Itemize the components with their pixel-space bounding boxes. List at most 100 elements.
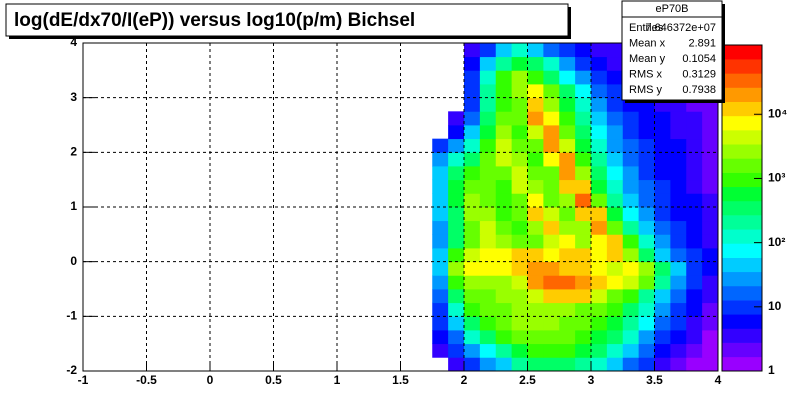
cell — [479, 289, 497, 304]
cell — [575, 207, 592, 222]
z-tick-label: 10² — [768, 235, 785, 249]
cell — [591, 343, 608, 358]
cell — [622, 111, 640, 126]
cell — [448, 179, 465, 194]
cell — [448, 234, 465, 249]
y-tick-label: 1 — [70, 199, 77, 213]
cell — [543, 234, 560, 249]
cell — [479, 357, 497, 372]
color-bar-step — [722, 158, 762, 173]
cell — [432, 207, 449, 222]
cell — [702, 316, 719, 331]
cell — [606, 302, 624, 317]
cell — [591, 166, 608, 181]
stats-value: 0.7938 — [682, 84, 716, 96]
heatmap-cells — [432, 43, 719, 372]
cell — [511, 343, 528, 358]
cell — [527, 56, 544, 71]
cell — [654, 330, 671, 345]
cell — [622, 330, 640, 345]
cell — [575, 248, 592, 263]
x-tick-label: 2.5 — [519, 373, 536, 387]
cell — [591, 289, 608, 304]
cell — [575, 220, 592, 235]
cell — [638, 220, 655, 235]
cell — [495, 138, 513, 153]
cell — [591, 138, 608, 153]
cell — [527, 302, 544, 317]
cell — [654, 261, 671, 276]
cell — [702, 152, 719, 167]
color-bar-step — [722, 87, 762, 102]
cell — [495, 97, 513, 112]
cell — [479, 166, 497, 181]
cell — [464, 207, 481, 222]
cell — [448, 357, 465, 372]
color-bar-step — [722, 45, 762, 60]
color-bar-step — [722, 59, 762, 74]
title-box — [5, 3, 569, 37]
cell — [495, 275, 513, 290]
y-tick-label: 4 — [70, 35, 77, 49]
cell — [638, 289, 655, 304]
cell — [495, 84, 513, 99]
cell — [606, 248, 624, 263]
cell — [432, 220, 449, 235]
cell — [654, 302, 671, 317]
cell — [511, 207, 528, 222]
cell — [527, 111, 544, 126]
cell — [591, 261, 608, 276]
cell — [448, 275, 465, 290]
cell — [432, 302, 449, 317]
cell — [575, 302, 592, 317]
cell — [702, 261, 719, 276]
cell — [479, 152, 497, 167]
cell — [686, 261, 703, 276]
cell — [686, 193, 703, 208]
color-bar-step — [722, 328, 762, 343]
cell — [527, 43, 544, 58]
cell — [575, 289, 592, 304]
cell — [686, 316, 703, 331]
cell — [464, 111, 481, 126]
cell — [479, 43, 497, 58]
cell — [702, 248, 719, 263]
cell — [479, 125, 497, 140]
color-bar-step — [722, 115, 762, 131]
stats-label: RMS y — [629, 84, 663, 96]
cell — [495, 302, 513, 317]
cell — [575, 84, 592, 99]
stats-label: Entries — [629, 22, 664, 34]
cell — [575, 125, 592, 140]
cell — [543, 275, 560, 290]
cell — [543, 43, 560, 58]
cell — [591, 70, 608, 85]
cell — [670, 289, 687, 304]
cell — [702, 302, 719, 317]
cell — [638, 152, 655, 167]
cell — [479, 179, 497, 194]
cell — [479, 343, 497, 358]
cell — [495, 111, 513, 126]
cell — [638, 207, 655, 222]
cell — [606, 275, 624, 290]
cell — [606, 84, 624, 99]
cell — [622, 179, 640, 194]
cell — [543, 70, 560, 85]
x-tick-label: 1 — [334, 373, 341, 387]
cell — [559, 193, 576, 208]
z-tick-label: 1 — [768, 363, 775, 377]
cell — [575, 166, 592, 181]
z-tick-label: 10⁴ — [768, 106, 787, 120]
color-bar-step — [722, 285, 762, 301]
cell — [448, 220, 465, 235]
cell — [606, 330, 624, 345]
cell — [638, 193, 655, 208]
cell — [448, 248, 465, 263]
cell — [654, 220, 671, 235]
cell — [543, 193, 560, 208]
cell — [702, 275, 719, 290]
cell — [591, 248, 608, 263]
cell — [511, 166, 528, 181]
cell — [638, 275, 655, 290]
